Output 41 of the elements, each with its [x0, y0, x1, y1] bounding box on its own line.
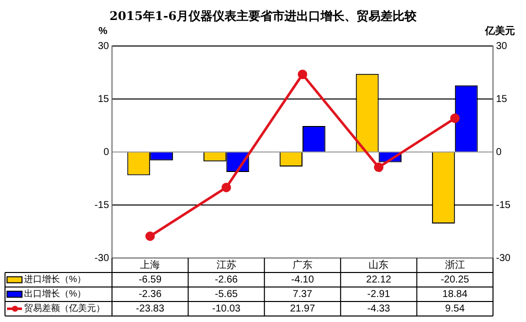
x-tick-label: 浙江: [444, 259, 465, 271]
data-label: -4.33: [367, 304, 391, 314]
y-axis-title: %: [98, 26, 108, 37]
y2-tick-label: -15: [496, 200, 511, 211]
data-label: -5.65: [214, 289, 238, 300]
y2-tick-label: 30: [496, 40, 508, 52]
y-tick-label: -15: [94, 200, 110, 211]
data-label: 22.12: [366, 274, 392, 286]
data-label: -20.25: [440, 274, 470, 286]
x-tick-label: 广东: [292, 259, 312, 271]
data-label: -2.66: [214, 274, 238, 286]
y2-axis-title: 亿美元: [484, 24, 515, 37]
point: [450, 114, 460, 124]
data-label: -6.59: [138, 274, 162, 286]
y-tick-label: -30: [94, 252, 110, 264]
y2-tick-label: 15: [496, 94, 508, 105]
data-label: -10.03: [212, 304, 241, 314]
legend-label: 贸易差额（亿美元）: [24, 303, 105, 314]
x-tick-label: 上海: [140, 259, 160, 271]
data-label: -2.91: [367, 289, 391, 300]
point: [374, 162, 384, 172]
x-tick-label: 山东: [368, 259, 389, 271]
legend-label: 出口增长（%）: [24, 288, 86, 299]
x-tick-label: 江苏: [216, 259, 236, 271]
y-tick-label: 30: [98, 40, 110, 52]
data-label: 9.54: [445, 304, 466, 314]
point: [298, 70, 308, 80]
y2-tick-label: -30: [496, 252, 511, 264]
data-label: 18.84: [442, 289, 468, 300]
point: [145, 231, 155, 241]
data-label: 7.37: [292, 289, 313, 300]
data-label: -4.10: [291, 274, 314, 286]
chart-title: 2015年1-6月仪器仪表主要省市进出口增长、贸易差比较: [109, 9, 418, 24]
y-tick-label: 15: [98, 94, 110, 105]
y-tick-label: 0: [103, 146, 110, 158]
legend-label: 进口增长（%）: [24, 274, 86, 284]
data-label: -23.83: [136, 304, 165, 314]
data-label: 21.97: [290, 304, 316, 314]
y2-tick-label: 0: [496, 146, 502, 158]
data-label: -2.36: [138, 289, 162, 300]
point: [222, 182, 232, 192]
